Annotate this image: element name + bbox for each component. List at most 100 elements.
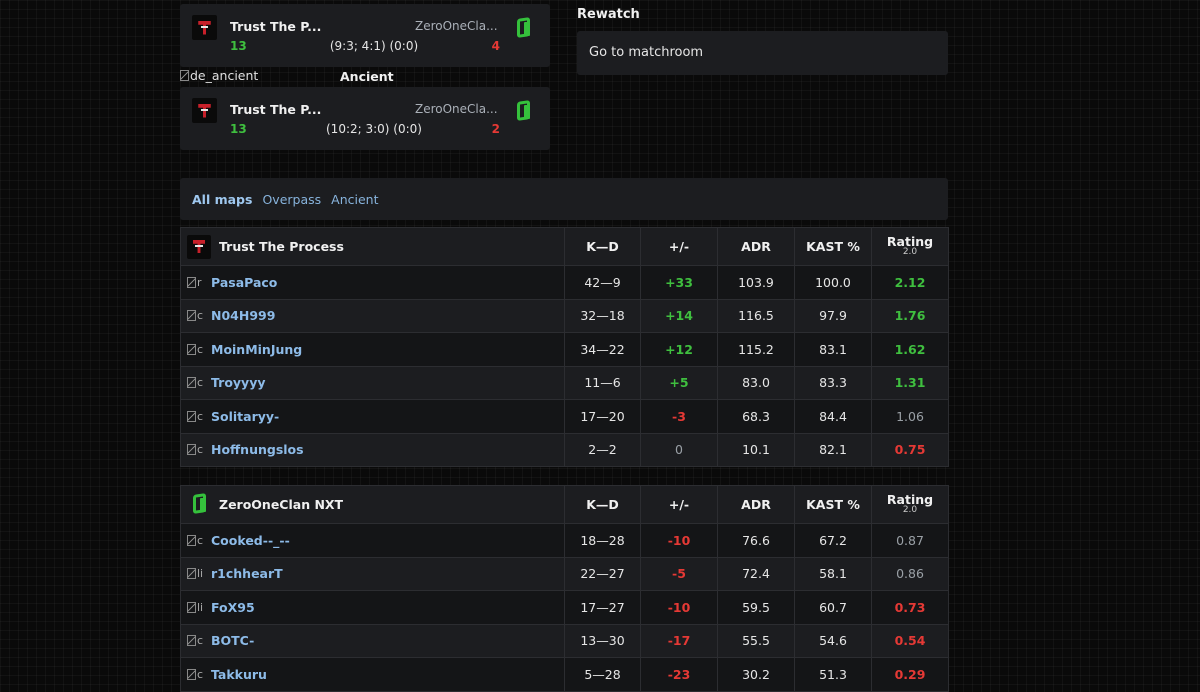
player-cell: c Solitaryy- [180, 399, 565, 434]
player-kd: 5—28 [564, 657, 641, 692]
player-adr: 55.5 [717, 623, 795, 658]
tab-all-maps[interactable]: All maps [192, 191, 253, 207]
broken-image-icon [187, 668, 196, 680]
player-plusminus: +33 [640, 265, 718, 300]
kast-column-header[interactable]: KAST % [794, 227, 872, 266]
kd-column-header[interactable]: K—D [564, 227, 641, 266]
map-result-card[interactable]: Trust The P... ZeroOneCla... 13 (10:2; 3… [180, 87, 550, 150]
player-avatar-alt: li [197, 600, 204, 614]
rating-column-header[interactable]: Rating 2.0 [871, 227, 949, 266]
player-kast: 60.7 [794, 590, 872, 625]
broken-image-icon [180, 70, 189, 81]
player-avatar: r [187, 276, 210, 289]
player-row: c Cooked--_-- 18—28 -10 76.6 67.2 0.87 [180, 523, 949, 558]
broken-image-icon [187, 410, 196, 422]
player-name-link[interactable]: Troyyyy [211, 375, 266, 391]
rating-label: Rating [886, 491, 934, 507]
zeroone-clan-logo-icon [191, 493, 211, 517]
player-name-link[interactable]: Solitaryy- [211, 408, 280, 424]
player-adr: 103.9 [717, 265, 795, 300]
zeroone-clan-logo-icon [515, 17, 535, 41]
player-rating: 1.76 [871, 298, 949, 333]
player-avatar-alt: c [197, 309, 204, 323]
player-avatar: c [187, 534, 210, 547]
player-rating: 0.86 [871, 556, 949, 591]
player-avatar-alt: c [197, 342, 204, 356]
player-kd: 17—27 [564, 590, 641, 625]
player-name-link[interactable]: Takkuru [211, 666, 267, 682]
player-kast: 82.1 [794, 432, 872, 467]
player-avatar: li [187, 601, 210, 614]
player-plusminus: -23 [640, 657, 718, 692]
player-plusminus: -10 [640, 590, 718, 625]
player-plusminus: -5 [640, 556, 718, 591]
player-adr: 72.4 [717, 556, 795, 591]
player-name-link[interactable]: Cooked--_-- [211, 532, 290, 548]
player-kast: 97.9 [794, 298, 872, 333]
go-to-matchroom-button[interactable]: Go to matchroom [577, 31, 948, 75]
player-plusminus: -17 [640, 623, 718, 658]
adr-column-header[interactable]: ADR [717, 485, 795, 524]
player-row: r PasaPaco 42—9 +33 103.9 100.0 2.12 [180, 265, 949, 300]
rating-column-header[interactable]: Rating 2.0 [871, 485, 949, 524]
team2-stats-table: ZeroOneClan NXT K—D +/- ADR KAST % Ratin… [180, 485, 949, 692]
broken-image-icon [187, 310, 196, 322]
player-avatar-alt: c [197, 443, 204, 457]
player-rating: 1.06 [871, 399, 949, 434]
player-row: c N04H999 32—18 +14 116.5 97.9 1.76 [180, 298, 949, 333]
player-kd: 42—9 [564, 265, 641, 300]
player-name-link[interactable]: PasaPaco [211, 274, 278, 290]
kast-column-header[interactable]: KAST % [794, 485, 872, 524]
plusminus-column-header[interactable]: +/- [640, 485, 718, 524]
player-name-link[interactable]: MoinMinJung [211, 341, 303, 357]
player-cell: c N04H999 [180, 298, 565, 333]
map-result-card[interactable]: Trust The P... ZeroOneCla... 13 (9:3; 4:… [180, 4, 550, 67]
player-avatar: c [187, 376, 210, 389]
player-plusminus: +5 [640, 365, 718, 400]
zeroone-clan-logo-icon [515, 100, 535, 124]
player-cell: li r1chhearT [180, 556, 565, 591]
player-row: c BOTC- 13—30 -17 55.5 54.6 0.54 [180, 623, 949, 658]
player-rating: 0.29 [871, 657, 949, 692]
plusminus-column-header[interactable]: +/- [640, 227, 718, 266]
broken-image-icon [187, 568, 196, 580]
team-name: ZeroOneClan NXT [219, 497, 344, 512]
broken-image-icon [187, 534, 196, 546]
team1-stats-table: Trust The Process K—D +/- ADR KAST % Rat… [180, 227, 949, 467]
player-kd: 18—28 [564, 523, 641, 558]
player-rating: 0.73 [871, 590, 949, 625]
player-plusminus: +12 [640, 332, 718, 367]
player-rating: 1.62 [871, 332, 949, 367]
player-kd: 32—18 [564, 298, 641, 333]
player-plusminus: -10 [640, 523, 718, 558]
rating-label: Rating [886, 233, 934, 249]
adr-column-header[interactable]: ADR [717, 227, 795, 266]
player-avatar-alt: c [197, 533, 204, 547]
player-kast: 83.1 [794, 332, 872, 367]
player-row: li FoX95 17—27 -10 59.5 60.7 0.73 [180, 590, 949, 625]
trust-the-process-logo-icon [192, 15, 217, 40]
player-name-link[interactable]: N04H999 [211, 308, 276, 324]
player-name-link[interactable]: FoX95 [211, 599, 255, 615]
player-avatar-alt: c [197, 634, 204, 648]
kd-column-header[interactable]: K—D [564, 485, 641, 524]
rating-version: 2.0 [902, 504, 918, 515]
player-rating: 1.31 [871, 365, 949, 400]
player-cell: li FoX95 [180, 590, 565, 625]
player-name-link[interactable]: Hoffnungslos [211, 442, 304, 458]
tab-overpass[interactable]: Overpass [262, 191, 322, 207]
team-name: Trust The Process [219, 239, 344, 254]
player-avatar: c [187, 668, 210, 681]
player-adr: 76.6 [717, 523, 795, 558]
team2-name: ZeroOneCla... [415, 102, 497, 116]
table-header-row: Trust The Process K—D +/- ADR KAST % Rat… [180, 227, 949, 266]
player-adr: 59.5 [717, 590, 795, 625]
player-name-link[interactable]: r1chhearT [211, 566, 283, 582]
team1-score: 13 [230, 39, 247, 53]
player-avatar-alt: c [197, 667, 204, 681]
tab-ancient[interactable]: Ancient [331, 191, 379, 207]
player-kast: 58.1 [794, 556, 872, 591]
trust-the-process-logo-icon [187, 234, 211, 259]
player-name-link[interactable]: BOTC- [211, 633, 255, 649]
player-avatar: c [187, 309, 210, 322]
